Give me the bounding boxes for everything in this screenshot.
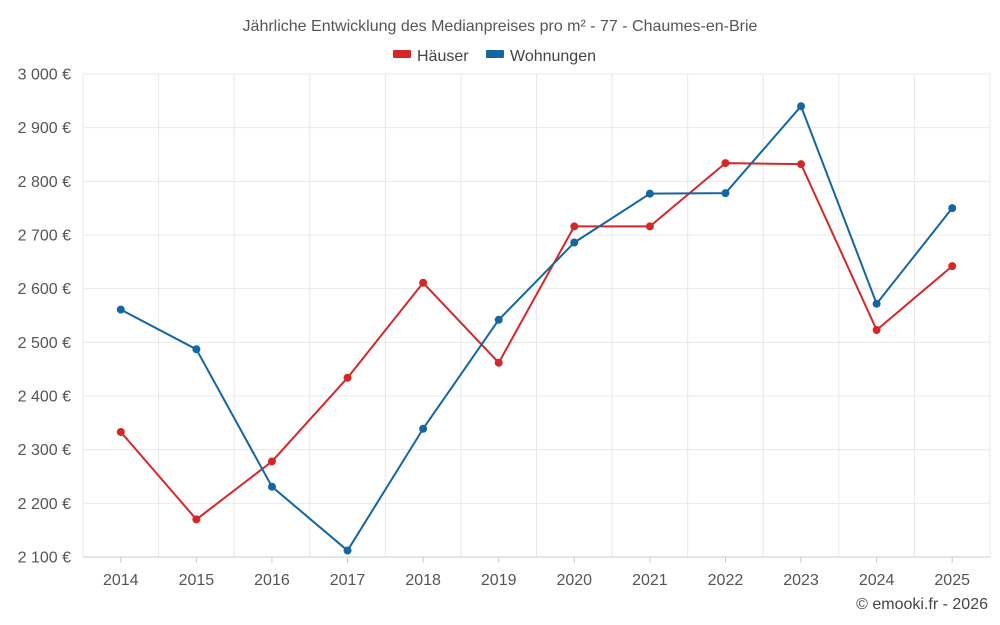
data-point-h-user bbox=[343, 373, 352, 382]
data-point-wohnungen bbox=[872, 299, 881, 308]
data-point-h-user bbox=[721, 159, 730, 168]
data-point-wohnungen bbox=[570, 238, 579, 247]
y-tick-label: 2 300 € bbox=[18, 442, 71, 459]
grid bbox=[82, 73, 991, 557]
data-point-h-user bbox=[419, 278, 428, 287]
y-tick-label: 2 900 € bbox=[18, 120, 71, 137]
data-point-h-user bbox=[570, 222, 579, 231]
data-point-wohnungen bbox=[116, 305, 125, 314]
series bbox=[116, 102, 957, 555]
series-line-h-user bbox=[120, 162, 953, 521]
y-tick-label: 2 500 € bbox=[18, 335, 71, 352]
x-tick-label: 2022 bbox=[708, 572, 744, 589]
chart-title: Jährliche Entwicklung des Medianpreises … bbox=[243, 18, 758, 35]
legend-label: Häuser bbox=[417, 48, 469, 65]
y-tick-label: 3 000 € bbox=[18, 67, 71, 84]
x-tick-label: 2015 bbox=[179, 572, 215, 589]
x-tick-label: 2024 bbox=[859, 572, 895, 589]
x-tick-label: 2017 bbox=[330, 572, 366, 589]
x-tick-label: 2014 bbox=[103, 572, 139, 589]
data-point-h-user bbox=[645, 222, 654, 231]
data-point-wohnungen bbox=[797, 102, 806, 111]
y-tick-label: 2 600 € bbox=[18, 281, 71, 298]
x-tick-label: 2023 bbox=[783, 572, 819, 589]
legend: Häuser Wohnungen bbox=[393, 48, 596, 65]
data-point-wohnungen bbox=[343, 546, 352, 555]
x-tick-label: 2019 bbox=[481, 572, 517, 589]
series-line-wohnungen bbox=[120, 105, 953, 552]
data-point-wohnungen bbox=[419, 424, 428, 433]
data-point-h-user bbox=[267, 457, 276, 466]
data-point-wohnungen bbox=[267, 482, 276, 491]
data-point-h-user bbox=[494, 358, 503, 367]
data-point-h-user bbox=[948, 262, 957, 271]
x-tick-label: 2016 bbox=[254, 572, 290, 589]
y-tick-label: 2 800 € bbox=[18, 174, 71, 191]
data-point-h-user bbox=[797, 160, 806, 169]
x-tick-label: 2020 bbox=[556, 572, 592, 589]
x-tick-label: 2021 bbox=[632, 572, 668, 589]
x-tick-label: 2018 bbox=[405, 572, 441, 589]
data-point-wohnungen bbox=[192, 345, 201, 354]
data-point-wohnungen bbox=[494, 315, 503, 324]
x-tick-label: 2025 bbox=[934, 572, 970, 589]
legend-label: Wohnungen bbox=[510, 48, 596, 65]
data-point-wohnungen bbox=[721, 189, 730, 198]
data-point-wohnungen bbox=[948, 204, 957, 213]
y-tick-label: 2 100 € bbox=[18, 550, 71, 567]
y-tick-label: 2 700 € bbox=[18, 228, 71, 245]
legend-swatch bbox=[393, 50, 411, 58]
data-point-h-user bbox=[116, 427, 125, 436]
data-point-h-user bbox=[192, 515, 201, 524]
legend-swatch bbox=[486, 50, 504, 58]
y-tick-label: 2 200 € bbox=[18, 496, 71, 513]
axes: 2 100 € 2 200 € 2 300 € 2 400 € 2 500 € 2 600… bbox=[18, 67, 990, 589]
data-point-wohnungen bbox=[645, 189, 654, 198]
data-point-h-user bbox=[872, 325, 881, 334]
credit-text: © emooki.fr - 2026 bbox=[856, 596, 988, 613]
y-tick-label: 2 400 € bbox=[18, 389, 71, 406]
